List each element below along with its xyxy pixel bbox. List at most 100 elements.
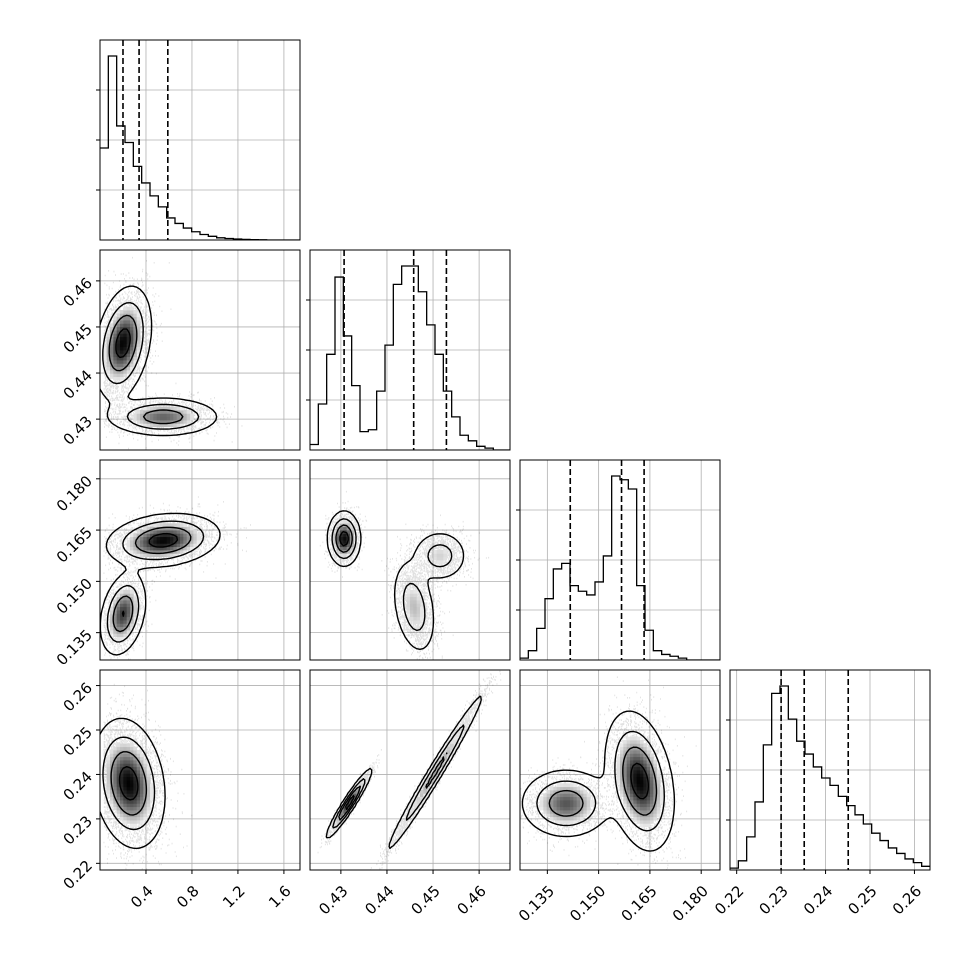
density-cell [630,796,634,801]
density-cell [620,790,624,794]
density-cell [566,810,571,814]
density-cell [120,766,124,771]
density-cell [130,550,134,554]
x-tick-label: 0.180 [669,882,712,925]
density-cell [113,753,118,758]
contour-level-2 [338,752,448,821]
density-cell [650,813,654,818]
density-cell [140,773,144,778]
density-cell [443,553,448,558]
panel-frame [99,669,301,871]
density-cell [650,780,654,784]
density-cell [413,603,418,608]
density-cell [143,813,148,818]
density-cell [130,533,134,538]
density-cell [116,633,121,638]
density-cell [113,346,118,351]
density-cell [133,533,138,538]
density-cell [646,813,651,818]
density-cell [626,736,631,741]
density-cell [130,803,134,808]
density-cell [413,803,418,808]
density-cell [453,736,458,741]
x-tick-label: 0.43 [315,882,351,918]
density-cell [110,630,114,634]
density-cell [450,746,454,751]
density-cell [140,820,144,824]
density-cell [126,773,131,778]
density-cell [636,803,641,808]
density-cell [646,793,651,798]
density-cell [130,323,134,328]
density-cell [630,813,634,818]
x-tick-label: 0.4 [127,882,157,912]
contour-level-1 [332,724,465,829]
density-cell [176,543,181,548]
density-cell [183,536,188,541]
y-axis-1: 0.43 0.44 0.45 0.46 [60,274,100,449]
density-cell [580,790,584,794]
density-cell [550,796,554,801]
density-cell [126,350,131,354]
density-cell [123,783,128,788]
density-cell [640,740,644,744]
density-cell [653,816,658,821]
density-cell [640,800,644,804]
density-cell [553,810,558,814]
density-cell [556,796,561,801]
density-cell [630,763,634,768]
density-cell [640,773,644,778]
density-cell [143,803,148,808]
density-cell [173,416,178,421]
density-cell [126,340,131,344]
density-cell [153,410,158,414]
density-cell [153,530,158,534]
density-cell [413,610,418,614]
density-cell [160,546,164,551]
density-cell [636,740,641,744]
density-cell [340,810,344,814]
density-cell [133,543,138,548]
density-cell [136,413,141,418]
x-tick-label: 0.22 [711,882,747,918]
density-cell [640,803,644,808]
density-cell [126,760,131,764]
density-cell [646,770,651,774]
density-cell [140,803,144,808]
scatter-panel-3-2 [519,669,721,871]
density-cell [180,423,184,428]
density-cell [623,766,628,771]
density-cell [113,766,118,771]
density-cell [196,540,201,544]
density-cell [643,750,648,754]
density-cell [116,756,121,761]
density-cell [633,740,638,744]
density-cell [563,813,568,818]
density-cell [143,410,148,414]
density-cell [116,363,121,368]
density-cell [646,806,651,811]
density-cell [123,373,128,378]
density-cell [620,756,624,761]
density-cell [120,743,124,748]
density-cell [123,620,128,624]
density-cell [133,770,138,774]
histogram-panel-1 [306,249,511,451]
density-cell [186,536,191,541]
density-cell [406,606,411,611]
density-cell [640,790,644,794]
density-cell [133,416,138,421]
density-cell [123,603,128,608]
density-cell [116,346,121,351]
density-cell [166,530,171,534]
density-cell [423,786,428,791]
density-cell [636,820,641,824]
x-axis-3: 0.22 0.23 0.24 0.25 0.26 [711,870,925,918]
density-cell [126,806,131,811]
density-cell [130,816,134,821]
density-cell [353,790,358,794]
density-cell [620,776,624,781]
density-cell [126,766,131,771]
density-cell [116,786,121,791]
density-cell [633,803,638,808]
